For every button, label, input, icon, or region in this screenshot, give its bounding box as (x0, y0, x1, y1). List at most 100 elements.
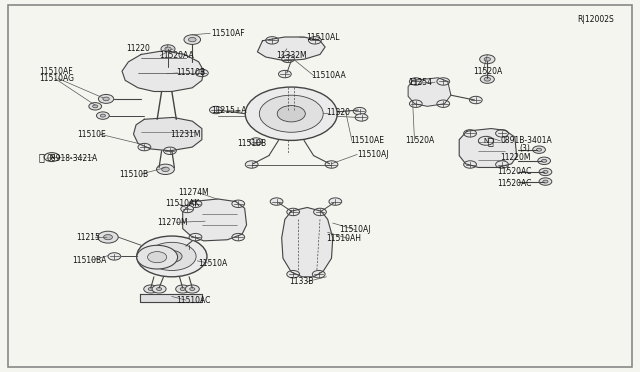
Circle shape (108, 253, 121, 260)
Text: 11254: 11254 (408, 78, 432, 87)
Circle shape (165, 47, 172, 51)
Circle shape (232, 234, 244, 241)
Circle shape (162, 250, 182, 262)
Polygon shape (408, 78, 451, 106)
Text: 11220M: 11220M (500, 153, 531, 161)
Circle shape (93, 105, 98, 108)
Circle shape (245, 87, 337, 140)
Circle shape (148, 251, 167, 263)
Circle shape (180, 288, 185, 291)
Circle shape (480, 75, 494, 83)
Circle shape (479, 55, 495, 64)
Circle shape (99, 94, 114, 103)
Text: 11332M: 11332M (276, 51, 307, 60)
Text: N: N (49, 154, 54, 160)
Circle shape (232, 200, 244, 208)
Polygon shape (140, 294, 202, 302)
Text: 11520AC: 11520AC (497, 179, 532, 187)
Circle shape (103, 97, 109, 101)
Text: 11510AF: 11510AF (39, 67, 72, 76)
Text: 11510AL: 11510AL (306, 33, 339, 42)
Circle shape (138, 143, 151, 151)
Text: 11520A: 11520A (473, 67, 502, 76)
Circle shape (532, 146, 545, 153)
Circle shape (329, 198, 342, 205)
Circle shape (259, 95, 323, 132)
Text: 11215+A: 11215+A (211, 106, 247, 115)
Circle shape (180, 205, 193, 213)
Circle shape (250, 138, 262, 145)
Circle shape (89, 103, 102, 110)
Circle shape (209, 106, 222, 114)
Circle shape (245, 161, 258, 168)
Circle shape (157, 164, 174, 174)
Circle shape (410, 78, 422, 85)
Circle shape (189, 200, 202, 208)
Text: 11510AJ: 11510AJ (339, 225, 371, 234)
Polygon shape (282, 208, 333, 277)
Polygon shape (182, 199, 246, 241)
Text: 11270M: 11270M (157, 218, 188, 227)
Circle shape (539, 168, 552, 176)
Circle shape (464, 161, 476, 168)
Circle shape (495, 130, 508, 137)
Circle shape (195, 69, 208, 77)
Circle shape (353, 108, 366, 115)
Circle shape (152, 285, 166, 293)
Text: 11320: 11320 (326, 108, 350, 117)
Text: 11510AA: 11510AA (312, 71, 346, 80)
Circle shape (287, 270, 300, 278)
Circle shape (270, 198, 283, 205)
Circle shape (164, 147, 176, 154)
Circle shape (185, 285, 199, 293)
Text: 11510AH: 11510AH (326, 234, 362, 243)
Circle shape (100, 114, 106, 117)
Circle shape (104, 235, 113, 240)
Circle shape (410, 100, 422, 108)
Circle shape (538, 157, 550, 164)
Circle shape (137, 236, 207, 277)
Circle shape (469, 96, 482, 104)
Circle shape (148, 242, 196, 270)
Circle shape (543, 170, 548, 173)
Text: 11510BA: 11510BA (72, 256, 107, 264)
Polygon shape (257, 37, 325, 61)
Circle shape (495, 161, 508, 168)
Circle shape (137, 245, 177, 269)
Text: 11510A: 11510A (198, 259, 228, 267)
Circle shape (162, 167, 170, 171)
Circle shape (437, 78, 450, 85)
Text: 11520A: 11520A (405, 136, 434, 145)
Circle shape (189, 234, 202, 241)
Text: 11510B: 11510B (119, 170, 148, 179)
Polygon shape (134, 118, 202, 151)
Circle shape (98, 231, 118, 243)
Text: N: N (483, 138, 489, 144)
Circle shape (484, 57, 490, 61)
Text: 0891B-3401A: 0891B-3401A (500, 136, 552, 145)
Circle shape (536, 148, 541, 151)
Text: 11231M: 11231M (170, 129, 200, 139)
Circle shape (277, 106, 305, 122)
Text: 1133B: 1133B (289, 277, 314, 286)
Circle shape (189, 288, 195, 291)
Circle shape (541, 159, 547, 162)
Circle shape (325, 161, 338, 168)
Circle shape (543, 180, 548, 183)
Text: 11520AC: 11520AC (497, 167, 532, 176)
Text: R|12002S: R|12002S (577, 15, 614, 24)
Text: 11510B: 11510B (176, 68, 205, 77)
Text: 11510AF: 11510AF (211, 29, 245, 38)
Circle shape (175, 285, 189, 293)
Text: 11215: 11215 (76, 232, 100, 242)
Text: Ⓝ: Ⓝ (488, 136, 494, 146)
Text: 11510AG: 11510AG (39, 74, 74, 83)
Circle shape (148, 288, 154, 291)
Text: Ⓝ: Ⓝ (39, 152, 45, 162)
Circle shape (97, 112, 109, 119)
Circle shape (287, 208, 300, 216)
Circle shape (144, 285, 158, 293)
Text: (3): (3) (519, 144, 530, 153)
Circle shape (157, 288, 162, 291)
Text: 11510AC: 11510AC (176, 296, 211, 305)
